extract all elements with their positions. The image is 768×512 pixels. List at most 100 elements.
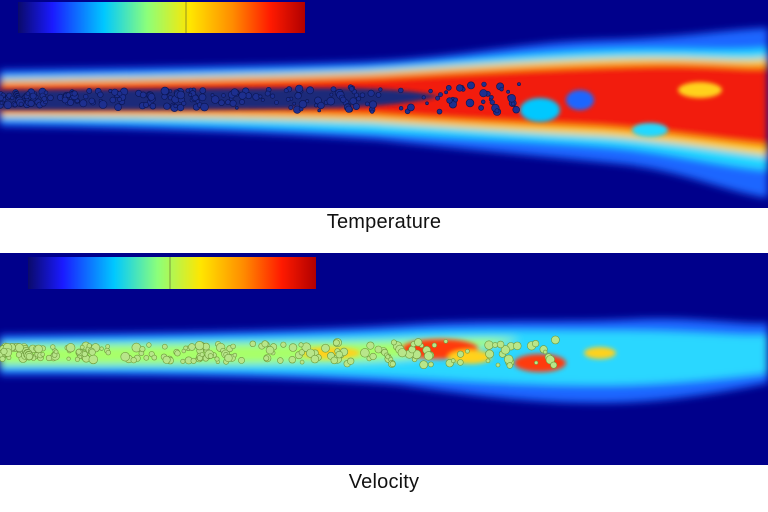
particle	[200, 102, 209, 112]
particle	[484, 340, 494, 350]
particle	[194, 340, 205, 351]
particle	[173, 103, 178, 109]
particle	[27, 100, 35, 108]
particle	[67, 99, 74, 106]
temperature-colorbar	[18, 2, 305, 33]
particle	[45, 354, 53, 362]
particle	[329, 92, 334, 97]
particle	[456, 84, 464, 92]
particle	[117, 91, 123, 97]
particle	[450, 358, 456, 363]
particle	[517, 82, 521, 87]
particle	[456, 350, 464, 358]
particle	[29, 92, 37, 100]
particle	[66, 343, 76, 353]
particle	[230, 88, 239, 97]
particle	[288, 355, 296, 364]
particle	[436, 108, 443, 115]
particle	[10, 95, 15, 100]
velocity-caption: Velocity	[348, 471, 420, 493]
particle	[97, 91, 104, 98]
particle	[438, 92, 443, 97]
temperature-field-image	[0, 0, 768, 208]
particle	[0, 101, 4, 105]
particle	[139, 91, 147, 99]
particle	[506, 362, 513, 369]
particle	[414, 338, 423, 347]
particle	[512, 105, 520, 114]
particle	[224, 353, 233, 363]
particle	[235, 106, 239, 110]
particle	[374, 345, 383, 354]
particle	[330, 86, 337, 93]
particle	[79, 344, 85, 350]
particle	[265, 345, 275, 355]
particle	[105, 344, 110, 349]
particle	[335, 350, 343, 359]
particle	[500, 345, 511, 355]
particle	[370, 109, 375, 114]
particle	[258, 94, 263, 99]
particle	[349, 86, 355, 92]
particle	[61, 96, 69, 104]
particle	[510, 101, 516, 107]
particle	[79, 99, 88, 108]
particle	[367, 89, 375, 97]
particle	[366, 341, 375, 350]
particle	[407, 103, 415, 112]
particle	[3, 100, 13, 110]
particle	[25, 91, 31, 96]
particle	[306, 348, 316, 358]
particle	[176, 90, 186, 100]
particle	[375, 92, 382, 98]
particle	[550, 361, 558, 369]
particle	[14, 343, 24, 353]
particle	[465, 348, 470, 354]
temperature-caption: Temperature	[326, 211, 442, 233]
particle	[263, 355, 270, 362]
particle	[75, 348, 82, 355]
particle	[285, 97, 291, 102]
particle	[360, 348, 370, 358]
particle	[88, 348, 96, 356]
particle	[428, 361, 434, 368]
particle	[397, 348, 407, 358]
particle	[75, 98, 80, 104]
particle	[349, 97, 357, 105]
particle	[34, 344, 43, 354]
particle	[453, 97, 458, 103]
particle	[131, 342, 142, 353]
particle	[294, 92, 302, 100]
particle	[143, 355, 150, 361]
particle	[199, 352, 205, 357]
particle	[542, 349, 548, 355]
particle	[513, 341, 522, 351]
particle	[310, 354, 320, 364]
particle	[221, 93, 226, 98]
particle	[298, 100, 308, 109]
particle	[188, 343, 196, 351]
particle	[277, 357, 284, 364]
particle	[146, 342, 152, 348]
particle	[445, 85, 452, 91]
particle	[378, 87, 383, 92]
particle	[364, 101, 370, 107]
particle	[163, 102, 171, 110]
particle	[425, 101, 429, 106]
particle	[162, 355, 171, 364]
particle	[489, 99, 495, 105]
particle	[353, 92, 359, 98]
particle	[143, 102, 149, 108]
particle	[88, 97, 96, 105]
particle	[465, 98, 475, 108]
particle	[485, 358, 491, 364]
particle	[86, 343, 92, 349]
particle	[0, 347, 8, 355]
particle	[239, 99, 245, 105]
particle	[347, 357, 355, 365]
particle	[15, 351, 22, 358]
particle	[270, 93, 276, 99]
particle	[298, 342, 304, 348]
particle	[238, 91, 247, 100]
particle	[531, 339, 540, 348]
